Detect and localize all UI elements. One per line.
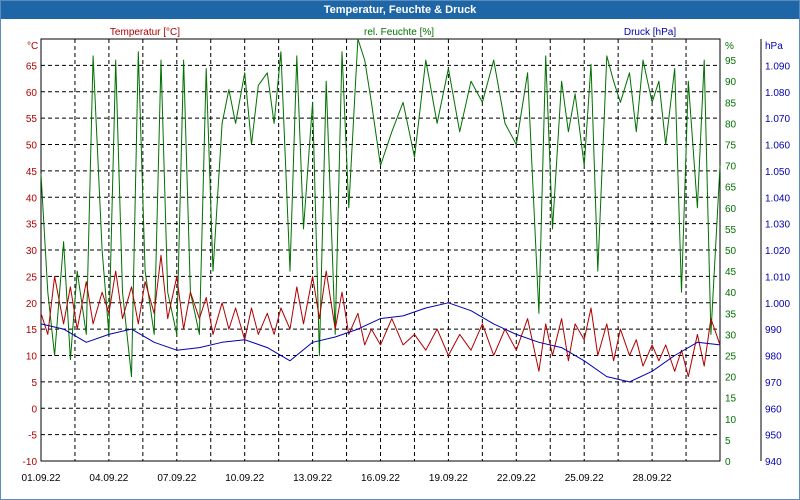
mid-tick-label: 60 bbox=[725, 204, 737, 215]
right-tick-label: 960 bbox=[765, 404, 782, 415]
left-tick-label: 30 bbox=[26, 246, 38, 257]
left-tick-label: 5 bbox=[31, 378, 37, 389]
right-tick-label: 1.030 bbox=[765, 220, 790, 231]
left-tick-label: 55 bbox=[26, 114, 38, 125]
x-tick-label: 01.09.22 bbox=[22, 473, 61, 484]
right-tick-label: 1.020 bbox=[765, 246, 790, 257]
left-axis-unit: °C bbox=[27, 41, 38, 52]
left-tick-label: 25 bbox=[26, 272, 38, 283]
right-tick-label: 1.060 bbox=[765, 141, 790, 152]
left-tick-label: 60 bbox=[26, 88, 38, 99]
left-tick-label: 15 bbox=[26, 325, 38, 336]
left-tick-label: -5 bbox=[28, 431, 37, 442]
right-tick-label: 1.050 bbox=[765, 167, 790, 178]
right-tick-label: 1.040 bbox=[765, 193, 790, 204]
right-tick-label: 990 bbox=[765, 325, 782, 336]
mid-tick-label: 75 bbox=[725, 141, 737, 152]
right-tick-label: 1.000 bbox=[765, 299, 790, 310]
x-tick-label: 28.09.22 bbox=[633, 473, 672, 484]
left-tick-label: 50 bbox=[26, 141, 38, 152]
mid-tick-label: 20 bbox=[725, 373, 737, 384]
right-tick-label: 1.080 bbox=[765, 88, 790, 99]
right-tick-label: 1.070 bbox=[765, 114, 790, 125]
mid-tick-label: 55 bbox=[725, 225, 737, 236]
pressure-axis-label: Druck [hPa] bbox=[624, 27, 676, 38]
x-tick-label: 19.09.22 bbox=[429, 473, 468, 484]
mid-tick-label: 10 bbox=[725, 415, 737, 426]
mid-tick-label: 40 bbox=[725, 288, 737, 299]
left-tick-label: -10 bbox=[23, 457, 38, 468]
mid-tick-label: 25 bbox=[725, 352, 737, 363]
humidity-axis-label: rel. Feuchte [%] bbox=[364, 27, 434, 38]
temperature-axis-label: Temperatur [°C] bbox=[110, 27, 180, 38]
right-tick-label: 1.090 bbox=[765, 61, 790, 72]
mid-tick-label: 35 bbox=[725, 309, 737, 320]
x-tick-label: 10.09.22 bbox=[225, 473, 264, 484]
right-tick-label: 980 bbox=[765, 352, 782, 363]
mid-tick-label: 85 bbox=[725, 98, 737, 109]
mid-tick-label: 30 bbox=[725, 330, 737, 341]
mid-axis-unit: % bbox=[725, 41, 734, 52]
x-tick-label: 22.09.22 bbox=[497, 473, 536, 484]
mid-tick-label: 95 bbox=[725, 56, 737, 67]
left-tick-label: 65 bbox=[26, 61, 38, 72]
left-tick-label: 45 bbox=[26, 167, 38, 178]
left-tick-label: 40 bbox=[26, 193, 38, 204]
mid-tick-label: 90 bbox=[725, 77, 737, 88]
right-tick-label: 940 bbox=[765, 457, 782, 468]
left-tick-label: 35 bbox=[26, 220, 38, 231]
left-tick-label: 20 bbox=[26, 299, 38, 310]
pressure-series-line bbox=[40, 302, 721, 383]
x-tick-label: 07.09.22 bbox=[157, 473, 196, 484]
x-tick-label: 04.09.22 bbox=[89, 473, 128, 484]
x-tick-label: 16.09.22 bbox=[361, 473, 400, 484]
right-tick-label: 1.010 bbox=[765, 272, 790, 283]
x-tick-label: 13.09.22 bbox=[293, 473, 332, 484]
window-title: Temperatur, Feuchte & Druck bbox=[1, 1, 799, 19]
mid-tick-label: 0 bbox=[725, 457, 731, 468]
left-tick-label: 10 bbox=[26, 352, 38, 363]
mid-tick-label: 5 bbox=[725, 436, 731, 447]
mid-tick-label: 50 bbox=[725, 246, 737, 257]
mid-tick-label: 70 bbox=[725, 162, 737, 173]
temperature-series-line bbox=[40, 254, 721, 378]
humidity-series-line bbox=[40, 38, 721, 378]
mid-tick-label: 45 bbox=[725, 267, 737, 278]
right-tick-label: 950 bbox=[765, 431, 782, 442]
mid-tick-label: 80 bbox=[725, 119, 737, 130]
mid-tick-label: 65 bbox=[725, 183, 737, 194]
right-tick-label: 970 bbox=[765, 378, 782, 389]
x-tick-label: 25.09.22 bbox=[565, 473, 604, 484]
left-tick-label: 0 bbox=[31, 404, 37, 415]
right-axis-unit: hPa bbox=[765, 41, 783, 52]
mid-tick-label: 15 bbox=[725, 394, 737, 405]
